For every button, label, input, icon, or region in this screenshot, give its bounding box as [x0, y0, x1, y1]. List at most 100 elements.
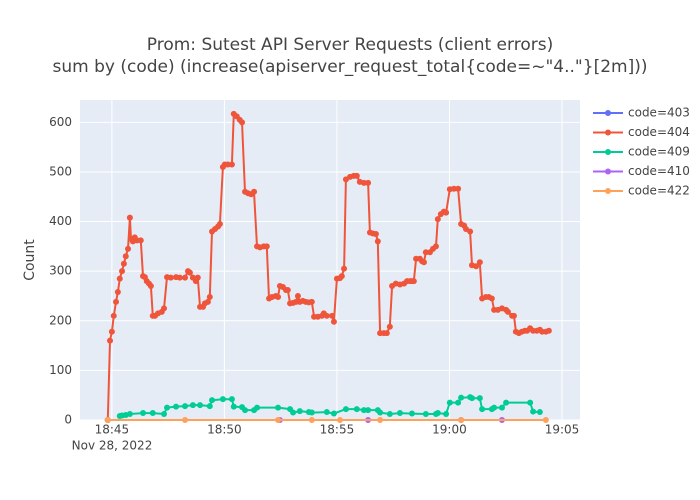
data-point [209, 397, 216, 404]
data-point [275, 417, 282, 423]
data-point [275, 293, 282, 300]
data-point [365, 179, 372, 186]
data-point [308, 409, 315, 416]
data-point [228, 161, 235, 168]
data-point [542, 417, 549, 423]
data-point [527, 399, 534, 406]
data-point [377, 409, 384, 416]
data-point [161, 411, 168, 418]
data-point [308, 417, 315, 423]
data-point [290, 409, 297, 416]
data-point [120, 260, 127, 267]
y-axis-title: Count [22, 239, 38, 281]
data-point [176, 274, 183, 281]
y-tick-label: 400 [49, 214, 72, 228]
data-point [476, 259, 483, 266]
data-point [422, 249, 429, 256]
data-point [338, 273, 345, 280]
legend-label: code=404 [628, 125, 690, 139]
data-point [104, 417, 111, 423]
data-point [284, 287, 291, 294]
data-point [149, 410, 156, 417]
chart-title: Prom: Sutest API Server Requests (client… [147, 35, 553, 55]
plot-area [80, 100, 580, 420]
legend-marker [605, 188, 611, 194]
data-point [125, 245, 132, 252]
data-point [182, 417, 189, 423]
data-point [455, 185, 462, 192]
data-point [422, 411, 429, 418]
data-point [263, 243, 270, 250]
data-point [114, 289, 121, 295]
data-point [161, 305, 168, 312]
data-point [122, 253, 129, 260]
data-point [113, 298, 120, 305]
data-point [377, 417, 384, 423]
data-point [473, 263, 480, 270]
data-point [353, 172, 360, 179]
data-point [386, 323, 393, 330]
legend-label: code=422 [628, 184, 690, 198]
data-point [374, 238, 381, 245]
data-point [164, 404, 171, 411]
data-point [545, 327, 552, 334]
data-point [308, 298, 315, 305]
data-point [242, 407, 249, 414]
data-point [467, 228, 474, 235]
data-point [443, 411, 450, 418]
data-point [446, 399, 453, 406]
data-point [189, 402, 196, 409]
data-point [498, 404, 505, 411]
data-point [360, 179, 367, 186]
x-tick-label: 19:05 [545, 423, 580, 437]
data-point [228, 396, 235, 403]
y-tick-label: 0 [64, 413, 72, 427]
y-tick-label: 600 [49, 115, 72, 129]
data-point [468, 395, 475, 402]
legend-marker [605, 149, 611, 155]
data-point [119, 268, 126, 275]
data-point [216, 221, 223, 228]
data-point [434, 410, 441, 417]
data-point [488, 295, 495, 302]
data-point [296, 408, 303, 415]
data-point [182, 403, 189, 410]
chart-subtitle: sum by (code) (increase(apiserver_reques… [53, 57, 648, 77]
data-point [491, 404, 498, 411]
data-point [408, 410, 415, 417]
data-point [330, 318, 337, 325]
data-point [116, 275, 123, 282]
x-tick-label: 19:00 [432, 423, 467, 437]
data-point [147, 283, 154, 290]
data-point [239, 119, 246, 126]
data-point [443, 209, 450, 216]
y-tick-label: 500 [49, 164, 72, 178]
legend-marker [605, 110, 611, 116]
data-point [365, 407, 372, 414]
data-point [254, 404, 261, 411]
legend-marker [605, 129, 611, 136]
data-point [204, 298, 211, 305]
x-date-label: Nov 28, 2022 [72, 439, 153, 453]
data-point [342, 406, 349, 413]
y-tick-label: 300 [49, 264, 72, 278]
data-point [536, 409, 543, 416]
data-point [329, 312, 336, 319]
data-point [167, 274, 174, 281]
data-point [224, 161, 231, 168]
data-point [275, 404, 282, 411]
data-point [458, 394, 465, 401]
data-point [126, 214, 133, 221]
data-point [372, 230, 379, 237]
legend-marker [605, 168, 611, 175]
data-point [206, 403, 213, 410]
data-point [341, 265, 348, 272]
data-point [140, 410, 147, 417]
data-point [108, 328, 115, 335]
data-point [383, 330, 390, 337]
data-point [336, 417, 343, 423]
data-point [110, 312, 117, 319]
data-point [230, 403, 237, 410]
legend-label: code=403 [628, 106, 690, 120]
